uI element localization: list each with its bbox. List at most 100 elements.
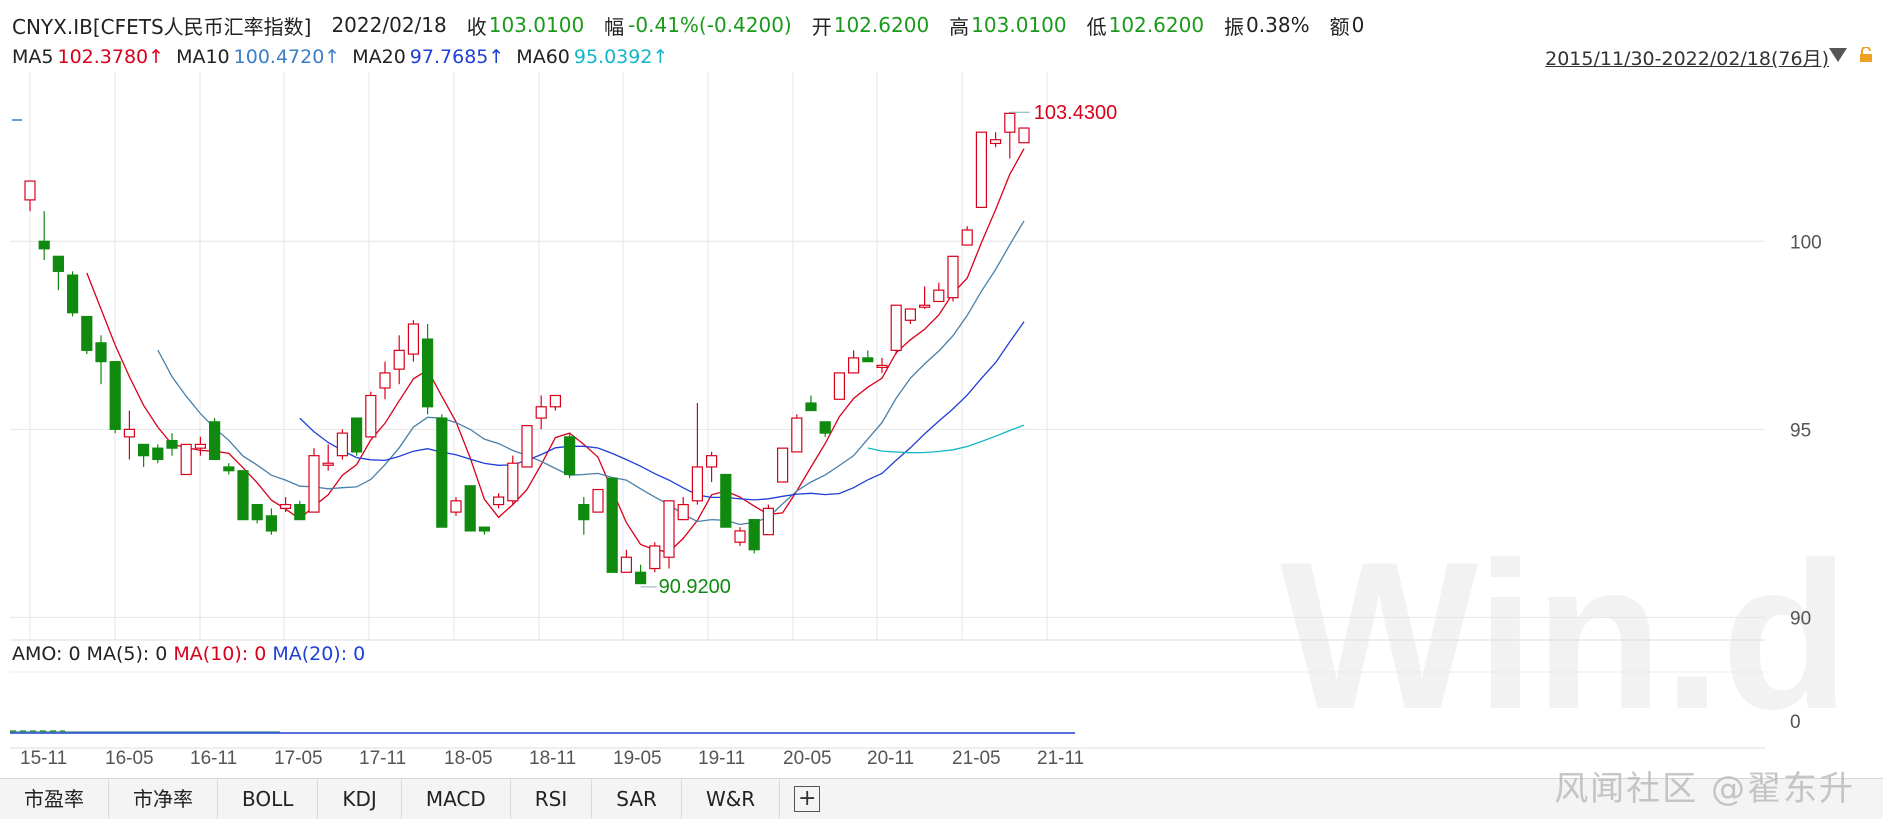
candle-up [663,500,675,558]
candle-up [336,432,348,457]
candle-up [1004,112,1016,133]
ma10-line [157,220,1025,526]
axis-labels: 100 95 90 0 15-11 16-05 16-11 17-05 17-11 18-05 18… [12,102,1822,769]
x-tick-label: 19-05 [613,748,662,769]
x-tick-label: 20-11 [867,748,914,769]
candle-up [947,255,959,299]
add-tab-button[interactable]: + [794,786,821,812]
candle-down [38,240,50,250]
tab-pe[interactable]: 市盈率 [0,779,109,819]
candle-up [365,394,377,438]
tab-boll[interactable]: BOLL [218,779,319,819]
x-tick-label: 17-05 [274,748,323,769]
candle-up [918,304,931,308]
quote-date: 2022/02/18 [331,13,447,37]
candle-up [677,503,689,521]
candle-up [393,349,405,370]
candle-down [464,485,476,532]
candle-down [81,315,93,351]
y-tick-label: 100 [1790,232,1822,253]
open-label: 开 [811,14,832,39]
open-value: 102.6200 [833,13,930,37]
tab-rsi[interactable]: RSI [511,779,593,819]
candle-up [649,545,661,570]
candle-up [194,443,206,449]
quote-header: CNYX.IB[CFETS人民币汇率指数] 2022/02/18 收 103.01… [12,10,1370,40]
date-range-selector[interactable]: 2015/11/30-2022/02/18(76月) [1545,48,1829,70]
candle-down [265,515,277,532]
candle-up [322,462,334,466]
tab-macd[interactable]: MACD [402,779,511,819]
candle-down [237,470,249,521]
candle-up [691,466,704,502]
lock-icon[interactable] [1859,47,1873,63]
ma5-label: MA5 [12,46,54,68]
close-value: 103.0100 [488,13,585,37]
ma20-value: 97.7685↑ [409,46,505,68]
candle-down [351,417,363,453]
candle-down [563,436,576,476]
high-label: 高 [949,14,970,39]
x-tick-label: 16-11 [190,748,237,769]
amount-label: 额 [1329,14,1350,39]
x-tick-label: 18-05 [444,748,493,769]
low-value: 102.6200 [1108,13,1205,37]
tab-wr[interactable]: W&R [682,779,781,819]
candle-down [109,361,121,430]
candle-up [507,462,519,502]
min-annotation: 90.9200 [659,576,731,598]
watermark-text: Win.d [1280,518,1850,753]
candle-down [66,274,79,314]
candle-down [720,473,732,528]
amo-value: AMO: 0 [12,643,81,665]
candle-up [961,229,973,246]
y-tick-label: 95 [1790,420,1811,441]
ma10-label: MA10 [176,46,230,68]
candle-up [734,530,746,543]
candle-up [791,417,803,453]
candle-down [209,421,221,461]
candle-down [223,466,235,472]
ma60-value: 95.0392↑ [573,46,669,68]
candle-down [578,503,590,521]
candle-up [379,372,391,389]
x-tick-label: 16-05 [105,748,154,769]
volume-panel [10,730,1075,734]
candle-up [521,424,533,468]
tab-sar[interactable]: SAR [592,779,682,819]
candle-down [422,338,434,408]
candle-up [592,488,604,513]
tab-kdj[interactable]: KDJ [318,779,402,819]
candle-up [24,180,36,201]
candle-down [294,503,306,521]
tab-pb[interactable]: 市净率 [109,779,218,819]
candle-up [975,131,988,209]
amount-value: 0 [1351,13,1365,37]
candle-down [52,255,65,272]
candle-down [748,519,760,551]
candle-down [95,342,107,363]
y-tick-label: 90 [1790,608,1811,629]
candles [24,112,1030,585]
change-value: -0.41%(-0.4200) [628,13,792,37]
chevron-down-icon[interactable] [1829,48,1847,62]
weibo-watermark: 风闻社区 @翟东升 [1554,769,1855,809]
candle-up [989,139,1002,145]
candle-up [620,556,633,573]
candle-down [819,421,831,434]
max-annotation: 103.4300 [1034,102,1117,124]
candle-up [762,507,775,536]
ma20-line [299,321,1025,501]
x-tick-label: 21-11 [1037,748,1084,769]
candle-down [251,503,263,521]
candle-up [847,357,860,374]
amo-ma20: MA(20): 0 [272,643,366,665]
candle-up [280,503,292,509]
candle-up [876,364,888,369]
candle-down [862,357,874,363]
high-value: 103.0100 [971,13,1067,37]
candle-down [805,402,817,412]
candle-down [478,526,490,532]
candle-up [904,308,917,321]
